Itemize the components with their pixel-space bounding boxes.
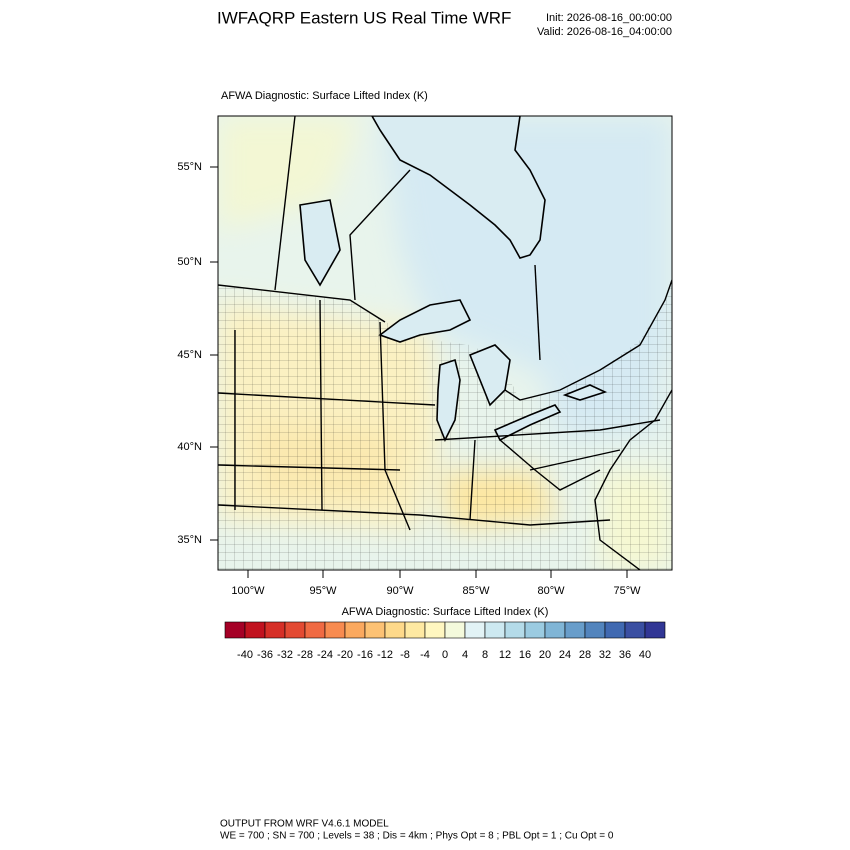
map-frame [217, 115, 673, 571]
lon-label: 75°W [613, 585, 641, 597]
colorbar-box [364, 621, 386, 639]
colorbar-tick-label: 0 [442, 649, 448, 661]
colorbar-tick-label: 40 [639, 649, 651, 661]
colorbar-tick-label: 32 [599, 649, 611, 661]
map [218, 116, 672, 570]
colorbar-tick-label: 8 [482, 649, 488, 661]
colorbar-tick-label: -16 [357, 649, 373, 661]
init-time: Init: 2026-08-16_00:00:00 [546, 12, 672, 24]
lon-label: 100°W [231, 585, 265, 597]
colorbar-box [504, 621, 526, 639]
lat-label: 35°N [177, 534, 202, 546]
valid-time: Valid: 2026-08-16_04:00:00 [537, 26, 672, 38]
colorbar-tick-label: -8 [400, 649, 410, 661]
colorbar-box [484, 621, 506, 639]
footer-line: WE = 700 ; SN = 700 ; Levels = 38 ; Dis … [220, 831, 614, 842]
colorbar-box [384, 621, 406, 639]
colorbar-tick-label: -28 [297, 649, 313, 661]
colorbar-tick-label: -24 [317, 649, 333, 661]
colorbar-tick-label: 24 [559, 649, 571, 661]
lat-label: 55°N [177, 161, 202, 173]
colorbar-box [404, 621, 426, 639]
lat-label: 45°N [177, 349, 202, 361]
colorbar: -40 -36 -32 -28 -24 -20 -16 -12 -8 -4 0 4 8 12 16 20 24 2… [224, 621, 666, 661]
lon-label: 90°W [386, 585, 414, 597]
colorbar-tick-label: 4 [462, 649, 468, 661]
colorbar-box [244, 621, 266, 639]
lon-label: 95°W [309, 585, 337, 597]
lon-label: 80°W [537, 585, 565, 597]
colorbar-box [644, 621, 666, 639]
colorbar-tick-label: -12 [377, 649, 393, 661]
colorbar-title: AFWA Diagnostic: Surface Lifted Index (K… [342, 606, 549, 618]
colorbar-box [224, 621, 246, 639]
colorbar-box [624, 621, 646, 639]
colorbar-box [284, 621, 306, 639]
colorbar-box [444, 621, 466, 639]
map-labels: 55°N 50°N 45°N 40°N 35°N 100°W 95°W 90°W 85°W 80°… [177, 161, 641, 597]
colorbar-box [524, 621, 546, 639]
colorbar-tick-label: -40 [237, 649, 253, 661]
colorbar-tick-label: 36 [619, 649, 631, 661]
colorbar-box [604, 621, 626, 639]
colorbar-box [424, 621, 446, 639]
colorbar-tick-label: 28 [579, 649, 591, 661]
colorbar-box [564, 621, 586, 639]
colorbar-tick-label: -20 [337, 649, 353, 661]
lat-label: 40°N [177, 441, 202, 453]
colorbar-box [464, 621, 486, 639]
colorbar-box [544, 621, 566, 639]
colorbar-box [324, 621, 346, 639]
lon-label: 85°W [462, 585, 490, 597]
colorbar-tick-label: -32 [277, 649, 293, 661]
colorbar-box [264, 621, 286, 639]
colorbar-box [304, 621, 326, 639]
colorbar-box [584, 621, 606, 639]
title: IWFAQRP Eastern US Real Time WRF [217, 8, 511, 27]
lat-label: 50°N [177, 256, 202, 268]
colorbar-tick-label: -36 [257, 649, 273, 661]
footer-line: OUTPUT FROM WRF V4.6.1 MODEL [220, 819, 389, 830]
map-title: AFWA Diagnostic: Surface Lifted Index (K… [221, 90, 428, 102]
colorbar-tick-label: 12 [499, 649, 511, 661]
colorbar-tick-label: -4 [420, 649, 430, 661]
colorbar-box [344, 621, 366, 639]
colorbar-tick-label: 20 [539, 649, 551, 661]
colorbar-tick-label: 16 [519, 649, 531, 661]
